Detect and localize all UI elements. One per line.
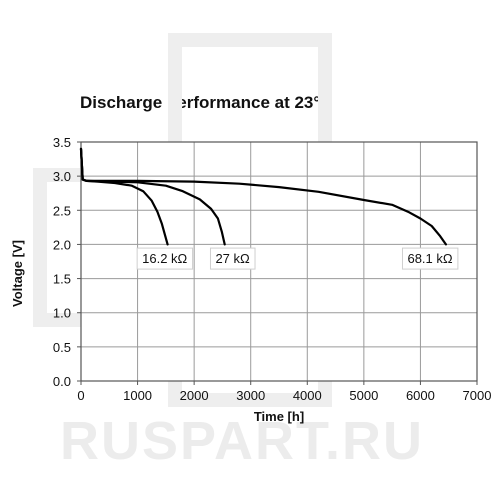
y-tick-label: 1.5 — [53, 272, 71, 287]
chart-title: Discharge performance at 23°C — [80, 93, 333, 112]
y-tick-label: 0.5 — [53, 340, 71, 355]
x-tick-label: 2000 — [180, 388, 209, 403]
watermark: RUSPART.RU — [60, 411, 425, 471]
y-tick-label: 3.0 — [53, 169, 71, 184]
x-tick-label: 7000 — [463, 388, 492, 403]
x-tick-label: 0 — [77, 388, 84, 403]
x-axis-label: Time [h] — [254, 409, 304, 424]
y-tick-label: 2.0 — [53, 237, 71, 252]
series-annotation-box — [136, 247, 194, 270]
series-line — [79, 147, 447, 246]
y-tick-label: 3.5 — [53, 135, 71, 150]
x-tick-label: 5000 — [349, 388, 378, 403]
y-axis-label: Voltage [V] — [10, 240, 25, 307]
series-annotation-label: 16.2 kΩ — [142, 251, 187, 266]
x-tick-label: 4000 — [293, 388, 322, 403]
series-annotation-label: 27 kΩ — [215, 251, 250, 266]
series-annotation-box — [209, 247, 256, 270]
x-tick-label: 3000 — [236, 388, 265, 403]
plot-frame — [80, 141, 478, 382]
x-tick-label: 6000 — [406, 388, 435, 403]
series-annotation-box — [401, 247, 459, 270]
y-tick-label: 0.0 — [53, 374, 71, 389]
x-tick-label: 1000 — [123, 388, 152, 403]
y-tick-label: 1.0 — [53, 306, 71, 321]
series-annotation-label: 68.1 kΩ — [407, 251, 452, 266]
y-tick-label: 2.5 — [53, 203, 71, 218]
